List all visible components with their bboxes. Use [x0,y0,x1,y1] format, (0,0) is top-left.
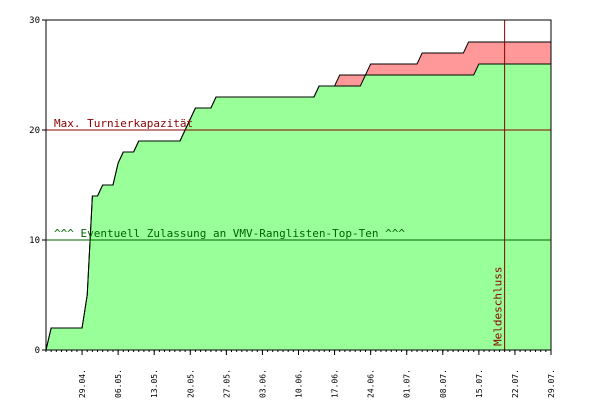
series-line-1 [45,41,551,351]
hline-label-20: Max. Turnierkapazität [54,117,193,130]
y-tick-label-10: 10 [29,236,40,246]
vline-label: Meldeschluss [492,267,505,346]
x-tick-label-12: 22.07. [511,369,520,398]
x-tick-label-2: 13.05. [150,369,159,398]
x-tick-label-5: 03.06. [258,369,267,398]
y-tick-label-0: 0 [35,346,40,356]
x-tick-label-3: 20.05. [186,369,195,398]
hline-label-10: ^^^ Eventuell Zulassung an VMV-Rangliste… [54,227,405,240]
x-tick-label-7: 17.06. [331,369,340,398]
x-tick-label-13: 29.07. [547,369,556,398]
y-tick-label-30: 30 [29,16,40,26]
x-tick-label-8: 24.06. [367,369,376,398]
series-area-0 [46,64,551,350]
x-tick-label-4: 27.05. [222,369,231,398]
x-tick-label-6: 10.06. [295,369,304,398]
x-tick-label-11: 15.07. [475,369,484,398]
plot-area: Max. Turnierkapazität ^^^ Eventuell Zulas… [29,16,556,398]
x-tick-label-1: 06.05. [114,369,123,398]
x-tick-label-9: 01.07. [403,369,412,398]
x-tick-label-0: 29.04. [78,369,87,398]
x-tick-label-10: 08.07. [439,369,448,398]
y-tick-label-20: 20 [29,126,40,136]
